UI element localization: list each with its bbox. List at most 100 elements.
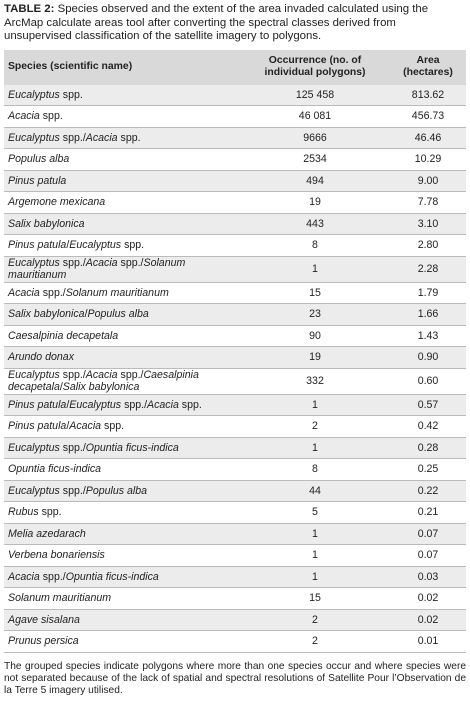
species-cell: Pinus patula (4, 170, 240, 193)
occurrence-cell: 46 081 (240, 105, 390, 128)
occurrence-cell: 1 (240, 566, 390, 589)
occurrence-cell: 8 (240, 458, 390, 481)
species-cell: Agave sisalana (4, 609, 240, 632)
species-cell: Verbena bonariensis (4, 544, 240, 567)
occurrence-cell: 19 (240, 346, 390, 369)
species-cell: Populus alba (4, 148, 240, 171)
caption: TABLE 2: Species observed and the extent… (4, 3, 466, 44)
occurrence-cell: 443 (240, 213, 390, 236)
area-cell: 0.60 (390, 368, 466, 395)
area-cell: 0.07 (390, 544, 466, 567)
area-cell: 10.29 (390, 148, 466, 171)
table-row: Eucalyptus spp./Acacia spp./Solanum maur… (4, 256, 466, 283)
caption-label: TABLE 2: (4, 3, 55, 15)
table-row: Acacia spp./Solanum mauritianum 15 1.79 (4, 282, 466, 305)
occurrence-cell: 1 (240, 256, 390, 283)
species-cell: Salix babylonica/Populus alba (4, 303, 240, 326)
area-cell: 3.10 (390, 213, 466, 236)
area-cell: 0.07 (390, 523, 466, 546)
table-row: Eucalyptus spp./Acacia spp. 9666 46.46 (4, 127, 466, 150)
occurrence-cell: 2 (240, 630, 390, 653)
species-cell: Acacia spp./Solanum mauritianum (4, 282, 240, 305)
area-cell: 0.90 (390, 346, 466, 369)
occurrence-cell: 8 (240, 234, 390, 257)
occurrence-cell: 2534 (240, 148, 390, 171)
occurrence-cell: 332 (240, 368, 390, 395)
species-cell: Eucalyptus spp./Opuntia ficus-indica (4, 437, 240, 460)
occurrence-cell: 494 (240, 170, 390, 193)
species-cell: Prunus persica (4, 630, 240, 653)
area-cell: 0.25 (390, 458, 466, 481)
species-cell: Caesalpinia decapetala (4, 325, 240, 348)
table-row: Eucalyptus spp./Populus alba 44 0.22 (4, 480, 466, 503)
table-row: Prunus persica 2 0.01 (4, 630, 466, 653)
area-cell: 2.28 (390, 256, 466, 283)
occurrence-cell: 2 (240, 415, 390, 438)
species-cell: Pinus patula/Eucalyptus spp./Acacia spp. (4, 394, 240, 417)
species-cell: Salix babylonica (4, 213, 240, 236)
table-row: Eucalyptus spp./Acacia spp./Caesalpinia … (4, 368, 466, 395)
table-row: Melia azedarach 1 0.07 (4, 523, 466, 546)
table-row: Rubus spp. 5 0.21 (4, 501, 466, 524)
table-row: Pinus patula/Acacia spp. 2 0.42 (4, 415, 466, 438)
table-row: Caesalpinia decapetala 90 1.43 (4, 325, 466, 348)
species-cell: Eucalyptus spp./Acacia spp./Caesalpinia … (4, 368, 240, 395)
table-row: Solanum mauritianum 15 0.02 (4, 587, 466, 610)
species-cell: Eucalyptus spp./Populus alba (4, 480, 240, 503)
area-cell: 2.80 (390, 234, 466, 257)
table-row: Populus alba 2534 10.29 (4, 148, 466, 171)
area-cell: 46.46 (390, 127, 466, 150)
table-row: Verbena bonariensis 1 0.07 (4, 544, 466, 567)
species-cell: Arundo donax (4, 346, 240, 369)
area-cell: 1.79 (390, 282, 466, 305)
area-cell: 456.73 (390, 105, 466, 128)
species-table: Species (scientific name) Occurrence (no.… (4, 49, 466, 653)
area-cell: 0.22 (390, 480, 466, 503)
table-row: Salix babylonica 443 3.10 (4, 213, 466, 236)
table-row: Acacia spp. 46 081 456.73 (4, 105, 466, 128)
table-row: Salix babylonica/Populus alba 23 1.66 (4, 303, 466, 326)
species-cell: Eucalyptus spp./Acacia spp. (4, 127, 240, 150)
area-cell: 0.28 (390, 437, 466, 460)
occurrence-cell: 1 (240, 544, 390, 567)
species-cell: Rubus spp. (4, 501, 240, 524)
table-row: Pinus patula/Eucalyptus spp. 8 2.80 (4, 234, 466, 257)
column-header: Area (hectares) (390, 49, 466, 85)
table-row: Acacia spp./Opuntia ficus-indica 1 0.03 (4, 566, 466, 589)
area-cell: 0.21 (390, 501, 466, 524)
area-cell: 0.01 (390, 630, 466, 653)
footnote: The grouped species indicate polygons wh… (4, 660, 466, 697)
area-cell: 0.02 (390, 609, 466, 632)
occurrence-cell: 23 (240, 303, 390, 326)
area-cell: 7.78 (390, 191, 466, 214)
species-cell: Eucalyptus spp./Acacia spp./Solanum maur… (4, 256, 240, 283)
table-row: Agave sisalana 2 0.02 (4, 609, 466, 632)
occurrence-cell: 90 (240, 325, 390, 348)
area-cell: 0.57 (390, 394, 466, 417)
occurrence-cell: 5 (240, 501, 390, 524)
area-cell: 813.62 (390, 84, 466, 107)
column-header: Species (scientific name) (4, 49, 240, 85)
table-body: Eucalyptus spp. 125 458 813.62 Acacia spp. 4… (4, 84, 466, 653)
table-row: Arundo donax 19 0.90 (4, 346, 466, 369)
table-row: Opuntia ficus-indica 8 0.25 (4, 458, 466, 481)
area-cell: 9.00 (390, 170, 466, 193)
area-cell: 0.42 (390, 415, 466, 438)
occurrence-cell: 125 458 (240, 84, 390, 107)
species-cell: Melia azedarach (4, 523, 240, 546)
table-row: Eucalyptus spp./Opuntia ficus-indica 1 0.2… (4, 437, 466, 460)
caption-text: Species observed and the extent of the a… (4, 3, 429, 43)
occurrence-cell: 44 (240, 480, 390, 503)
species-cell: Pinus patula/Eucalyptus spp. (4, 234, 240, 257)
occurrence-cell: 15 (240, 587, 390, 610)
species-cell: Solanum mauritianum (4, 587, 240, 610)
header-row: Species (scientific name) Occurrence (no.… (4, 49, 466, 85)
species-cell: Opuntia ficus-indica (4, 458, 240, 481)
species-cell: Acacia spp. (4, 105, 240, 128)
species-cell: Argemone mexicana (4, 191, 240, 214)
area-cell: 1.66 (390, 303, 466, 326)
column-header: Occurrence (no. of individual polygons) (240, 49, 390, 85)
occurrence-cell: 1 (240, 437, 390, 460)
